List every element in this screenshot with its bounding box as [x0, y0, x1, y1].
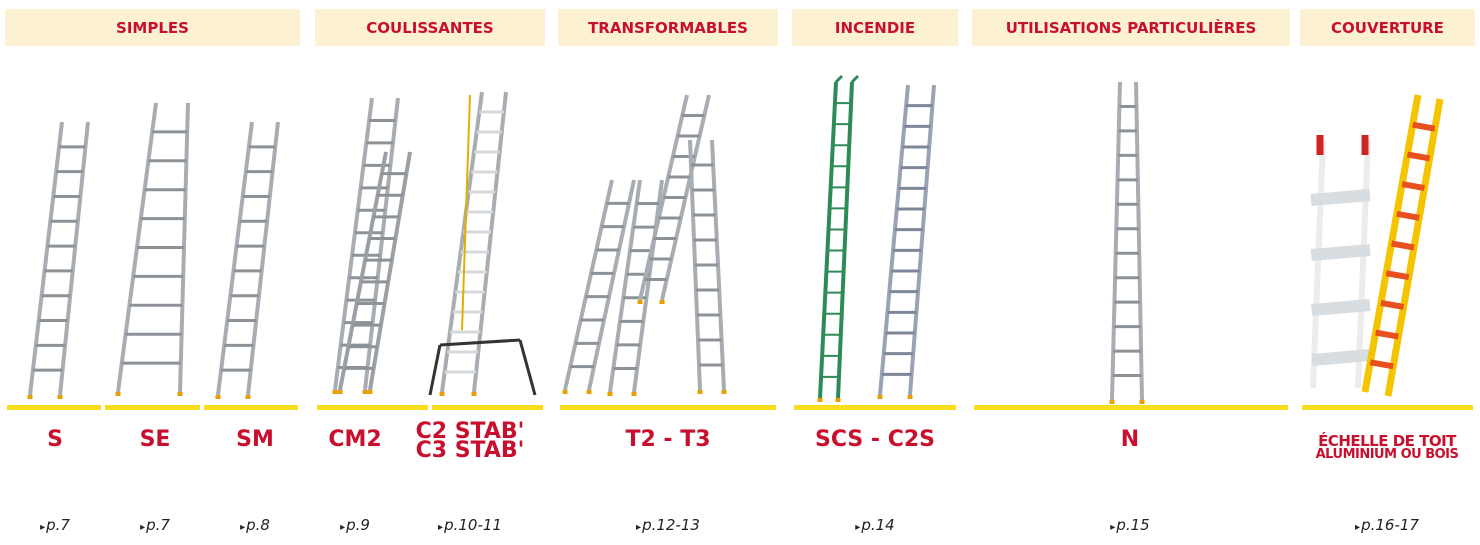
- page-reference: p.9: [305, 516, 405, 534]
- yellow-rule: [7, 405, 101, 410]
- product-name-line: T2 - T3: [588, 430, 748, 449]
- product-name: SCS - C2S: [795, 430, 955, 449]
- ladder-part: [1392, 244, 1415, 248]
- ladder-part: [474, 92, 506, 392]
- yellow-rule: [317, 405, 428, 410]
- ladder-part: [1397, 214, 1419, 218]
- ladder-part: [520, 340, 535, 395]
- yellow-rule: [432, 405, 543, 410]
- ladder-part: [1312, 355, 1370, 360]
- product-name-line: SCS - C2S: [795, 430, 955, 449]
- ladder-part: [1311, 195, 1370, 200]
- ladder-illustrations: [0, 0, 1480, 545]
- product-name: C2 STAB'C3 STAB': [390, 422, 550, 460]
- product-name-line: ÉCHELLE DE TOIT: [1307, 434, 1467, 448]
- ladder-part: [30, 122, 62, 395]
- category-header: SIMPLES: [5, 9, 300, 46]
- ladder-part: [1402, 184, 1424, 188]
- product-name: T2 - T3: [588, 430, 748, 449]
- yellow-rule: [1302, 405, 1473, 410]
- ladder-part: [589, 180, 634, 390]
- yellow-rule: [560, 405, 776, 410]
- ladder-part: [248, 122, 278, 395]
- ladder-part: [442, 92, 482, 392]
- ladder-part: [1311, 250, 1370, 255]
- page-reference: p.14: [825, 516, 925, 534]
- page-reference: p.16-17: [1337, 516, 1437, 534]
- yellow-rule: [105, 405, 199, 410]
- ladder-part: [60, 122, 88, 395]
- ladder-part: [1407, 154, 1429, 158]
- ladder-part: [1386, 273, 1409, 277]
- ladder-part: [634, 180, 662, 392]
- ladder-part: [836, 76, 842, 82]
- page-reference: p.7: [5, 516, 105, 534]
- ladder-part: [838, 82, 852, 398]
- yellow-rule: [204, 405, 298, 410]
- ladder-part: [430, 345, 440, 395]
- page-reference: p.10-11: [420, 516, 520, 534]
- page-reference: p.7: [105, 516, 205, 534]
- ladder-part: [880, 85, 908, 395]
- page-reference: p.15: [1080, 516, 1180, 534]
- product-name-line: N: [1050, 430, 1210, 449]
- ladder-part: [1413, 125, 1435, 129]
- category-header: INCENDIE: [792, 9, 958, 46]
- ladder-part: [610, 180, 640, 392]
- product-name-line: ALUMINIUM OU BOIS: [1307, 448, 1467, 462]
- category-header: UTILISATIONS PARTICULIÈRES: [972, 9, 1290, 46]
- yellow-rule: [794, 405, 956, 410]
- page-reference: p.8: [205, 516, 305, 534]
- catalog-page: SIMPLESSp.7SEp.7SMp.8COULISSANTESCM2p.9C…: [0, 0, 1480, 545]
- product-name: N: [1050, 430, 1210, 449]
- ladder-part: [218, 122, 252, 395]
- ladder-part: [910, 85, 934, 395]
- ladder-part: [565, 180, 612, 390]
- ladder-part: [820, 82, 836, 398]
- category-header: COULISSANTES: [315, 9, 545, 46]
- product-name-line: C3 STAB': [390, 441, 550, 460]
- category-header: COUVERTURE: [1300, 9, 1475, 46]
- yellow-rule: [974, 405, 1288, 410]
- page-reference: p.12-13: [618, 516, 718, 534]
- category-header: TRANSFORMABLES: [558, 9, 778, 46]
- ladder-part: [1312, 305, 1370, 310]
- ladder-part: [1376, 333, 1399, 337]
- ladder-part: [852, 76, 858, 82]
- ladder-part: [1381, 303, 1404, 307]
- ladder-part: [1370, 362, 1393, 366]
- ladder-part: [1313, 140, 1323, 388]
